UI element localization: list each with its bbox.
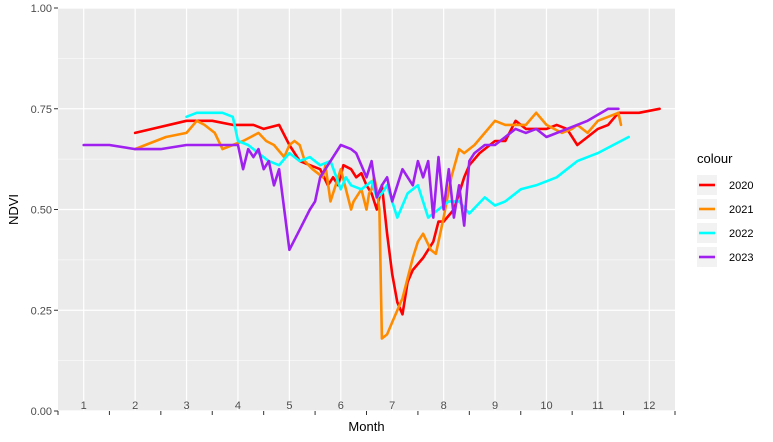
x-tick-label: 8 xyxy=(441,400,447,412)
grid-minor xyxy=(58,58,675,361)
x-tick-label: 4 xyxy=(235,400,241,412)
x-tick-label: 10 xyxy=(540,400,552,412)
x-tick-label: 6 xyxy=(338,400,344,412)
legend-label-2020: 2020 xyxy=(729,180,753,192)
x-tick-label: 11 xyxy=(592,400,603,412)
series-lines xyxy=(82,107,661,340)
x-tick-label: 5 xyxy=(286,400,292,412)
y-tick-label: 0.25 xyxy=(31,305,52,317)
x-tick-label: 12 xyxy=(643,400,655,412)
series-line-2023 xyxy=(82,107,620,252)
x-tick-label: 7 xyxy=(389,400,395,412)
x-tick-label: 1 xyxy=(81,400,87,412)
x-tick-label: 3 xyxy=(183,400,189,412)
grid-major xyxy=(58,7,675,412)
x-axis-ticks: 1 2 3 4 5 6 7 8 9 10 11 12 xyxy=(57,400,676,415)
y-axis-title: NDVI xyxy=(6,194,21,225)
y-tick-label: 0.00 xyxy=(31,406,52,418)
y-axis-ticks: 0.00 0.25 0.50 0.75 1.00 xyxy=(31,3,58,418)
legend: colour 2020 2021 2022 2023 xyxy=(697,151,753,267)
legend-label-2022: 2022 xyxy=(729,228,753,240)
y-tick-label: 0.75 xyxy=(31,104,52,116)
x-tick-label: 9 xyxy=(492,400,498,412)
legend-title: colour xyxy=(697,151,733,166)
series-line-2020 xyxy=(133,107,661,316)
legend-label-2023: 2023 xyxy=(729,252,753,264)
y-tick-label: 1.00 xyxy=(31,3,52,15)
y-tick-label: 0.50 xyxy=(31,205,52,217)
x-axis-title: Month xyxy=(348,419,384,434)
legend-label-2021: 2021 xyxy=(729,204,753,216)
x-tick-label: 2 xyxy=(132,400,138,412)
